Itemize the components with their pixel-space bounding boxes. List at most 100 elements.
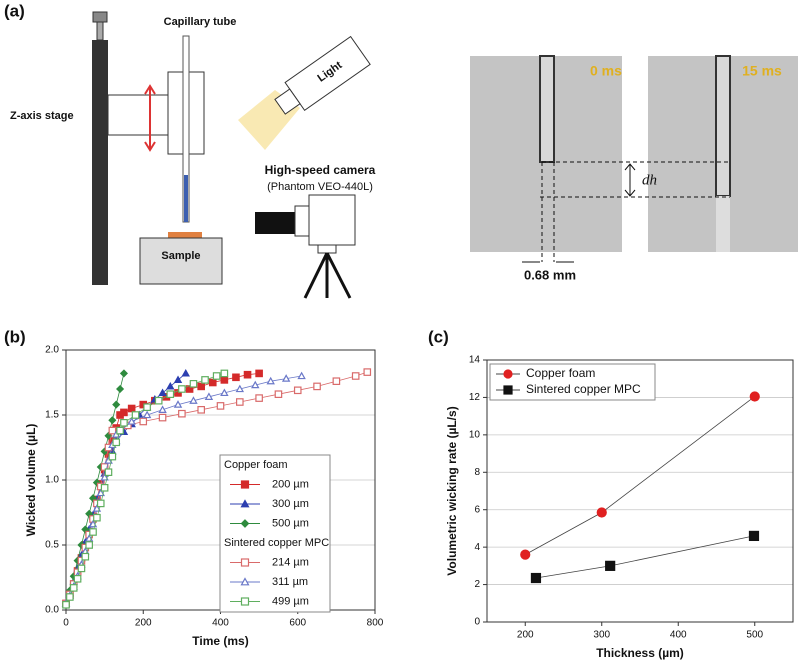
marker (235, 384, 245, 393)
legend-label: Copper foam (526, 366, 595, 380)
legend-label: 200 µm (272, 478, 309, 490)
y-tick-label: 2.0 (45, 345, 59, 356)
legend-group: Sintered copper MPC (224, 537, 329, 549)
y-tick-label: 10 (469, 429, 481, 440)
diameter-label: 0.68 mm (524, 267, 576, 282)
marker (96, 499, 105, 508)
legend-marker (240, 597, 250, 606)
x-axis-label: Time (ms) (192, 634, 248, 648)
legend-group: Copper foam (224, 459, 288, 471)
legend-marker (240, 499, 250, 508)
marker (351, 372, 360, 380)
y-tick-label: 14 (469, 355, 481, 366)
marker (189, 396, 198, 404)
marker (236, 398, 244, 406)
marker (108, 426, 117, 435)
marker (204, 392, 214, 400)
marker (116, 384, 125, 394)
panel-label: (a) (4, 1, 25, 20)
frame-time: 0 ms (590, 63, 622, 79)
marker (142, 410, 152, 419)
marker (178, 409, 186, 418)
marker (243, 370, 252, 379)
marker (748, 530, 760, 542)
marker (197, 406, 205, 414)
y-tick-label: 1.0 (45, 475, 59, 486)
y-tick-label: 0.0 (45, 605, 59, 616)
legend-label: 500 µm (272, 517, 309, 529)
y-tick-label: 0 (474, 617, 480, 628)
plot-frame (486, 359, 794, 623)
legend-label: 300 µm (272, 498, 309, 510)
marker (220, 369, 229, 378)
marker (596, 507, 607, 518)
marker (297, 371, 306, 380)
marker (69, 584, 78, 592)
marker (281, 374, 291, 382)
legend-marker (503, 369, 513, 379)
marker (189, 380, 198, 388)
marker (255, 394, 263, 402)
legend-label: 214 µm (272, 556, 309, 568)
marker (166, 390, 175, 399)
series-line (525, 396, 755, 555)
diagram-label: Capillary tube (164, 16, 237, 28)
marker (92, 478, 101, 487)
marker (173, 400, 183, 408)
marker (520, 549, 531, 560)
diagram-label: Sample (161, 250, 200, 262)
marker (100, 484, 109, 492)
legend-marker (240, 480, 250, 489)
diagram-label: (Phantom VEO-440L) (267, 181, 373, 193)
marker (363, 368, 372, 376)
marker (77, 564, 86, 573)
marker (93, 513, 101, 522)
marker (266, 376, 275, 385)
marker (104, 431, 113, 440)
setup-diagram (92, 11, 371, 299)
marker (313, 382, 321, 391)
legend-box (219, 454, 331, 613)
marker (332, 377, 341, 386)
x-tick-label: 300 (593, 630, 610, 641)
legend-box (489, 363, 656, 401)
marker (108, 452, 117, 461)
frame-time: 15 ms (742, 63, 782, 79)
x-tick-label: 800 (367, 618, 384, 629)
x-tick-label: 600 (289, 618, 306, 629)
marker (127, 404, 136, 413)
marker (89, 528, 97, 536)
marker (116, 426, 124, 435)
marker (100, 463, 109, 471)
y-tick-label: 1.5 (45, 410, 59, 421)
marker (96, 488, 105, 497)
marker (85, 509, 94, 518)
legend-marker (240, 558, 250, 567)
camera-frames (470, 55, 798, 263)
marker (255, 369, 263, 378)
marker (92, 504, 102, 512)
series-line (535, 535, 755, 579)
marker (127, 417, 136, 425)
x-tick-label: 400 (670, 630, 687, 641)
marker (66, 593, 74, 601)
marker (62, 600, 70, 609)
marker (112, 400, 121, 409)
series-line (65, 373, 125, 604)
panel-label: (c) (428, 327, 449, 346)
marker (216, 402, 225, 410)
marker (166, 381, 175, 390)
y-tick-label: 12 (469, 392, 481, 403)
y-tick-label: 6 (474, 504, 480, 515)
marker (108, 416, 117, 425)
marker (174, 389, 182, 397)
marker (139, 417, 148, 426)
y-tick-label: 0.5 (45, 540, 59, 551)
marker (73, 574, 82, 583)
marker (178, 385, 186, 393)
marker (293, 386, 302, 395)
marker (120, 419, 128, 427)
diagram-label: Z-axis stage (10, 110, 74, 122)
x-tick-label: 200 (135, 618, 152, 629)
marker (120, 408, 128, 417)
